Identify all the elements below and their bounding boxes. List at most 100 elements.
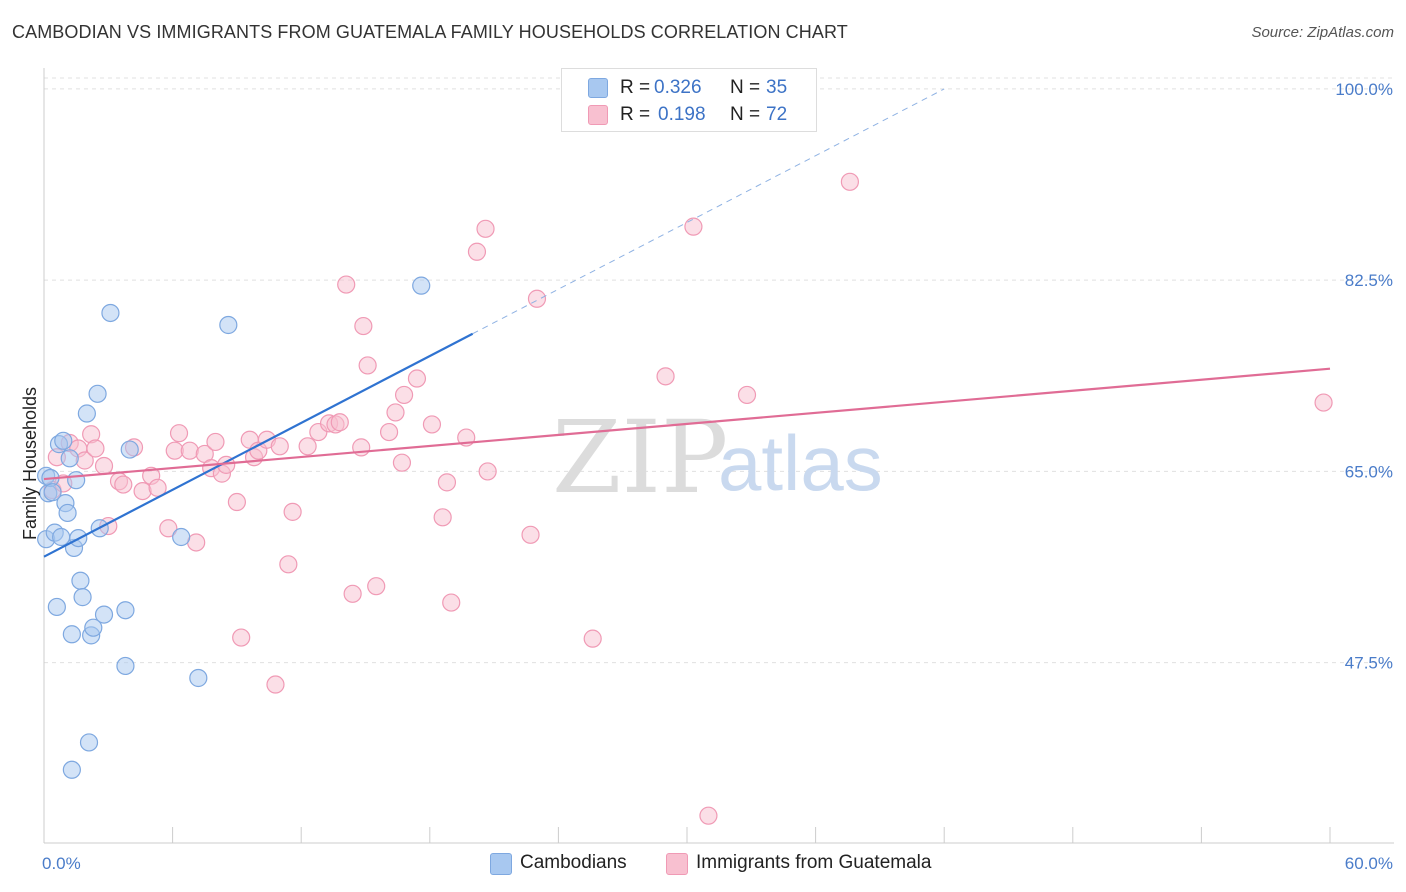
guatemala-point [298,437,317,456]
cambodian-point [84,618,103,637]
tick-labels: 47.5% 65.0% 82.5% 100.0% 0.0% 60.0% [42,80,1393,873]
cambodian-trend-extension [472,88,945,335]
guatemala-point [476,219,495,238]
guatemala-point [422,415,442,434]
guatemala-point [583,629,602,648]
guatemala-point [437,473,457,492]
guatemala-point [521,525,540,544]
x-tick-label: 60.0% [1345,854,1393,873]
cambodian-point [189,668,208,688]
cambodian-point [219,315,238,335]
legend-r-value: 0.198 [658,104,706,125]
guatemala-point [343,584,362,603]
guatemala-point [467,242,487,261]
bottom-legend-swatch-cambodians [490,853,512,875]
guatemala-point [656,367,675,386]
trend-lines [43,88,1331,558]
cambodian-point [60,449,79,468]
bottom-legend-label: Cambodians [520,852,627,873]
bottom-legend-label: Immigrants from Guatemala [696,852,932,873]
legend-n-label: N = [730,77,761,98]
stats-legend: R = 0.326 N = 35 R = 0.198 N = 72 [561,68,817,132]
guatemala-point [386,403,405,422]
cambodian-point [120,440,139,459]
guatemala-point [159,519,178,538]
cambodian-point [73,588,92,607]
cambodian-point [101,303,120,323]
source-label: Source: ZipAtlas.com [1251,24,1394,41]
cambodian-point [79,733,99,752]
y-tick-label: 82.5% [1345,271,1393,290]
cambodian-point [116,656,135,676]
x-tick-label: 0.0% [42,854,81,873]
cambodian-point [71,571,90,590]
cambodian-point [172,527,191,547]
cambodian-point [62,760,81,779]
legend-r-value: 0.326 [654,77,702,98]
cambodian-point [88,384,107,403]
cambodian-point [58,503,77,523]
legend-swatch-guatemala [588,105,608,125]
guatemala-point [699,806,718,825]
cambodian-point [412,276,431,295]
guatemala-point [527,289,547,308]
guatemala-point [337,275,356,294]
guatemala-point [114,475,133,494]
guatemala-point [394,385,414,405]
gridlines [44,77,1394,664]
cambodian-point [94,605,114,624]
guatemala-point [270,437,289,456]
guatemala-point [330,413,349,432]
guatemala-point [433,508,452,527]
guatemala-point [180,441,199,460]
watermark-zip: ZIP [552,399,728,516]
bottom-legend-swatch-guatemala [666,853,688,875]
cambodian-point [116,601,135,620]
data-points [37,172,1333,825]
y-tick-label: 47.5% [1345,654,1393,673]
legend-n-value: 72 [766,104,788,125]
legend-n-label: N = [730,104,761,125]
guatemala-point [407,369,427,388]
cambodian-trend-line [43,332,474,558]
guatemala-point [148,478,167,497]
guatemala-point [232,628,251,647]
guatemala-point [133,482,152,501]
guatemala-point [206,432,225,452]
legend-n-value: 35 [766,77,788,98]
guatemala-point [840,172,859,191]
y-tick-label: 100.0% [1335,80,1393,99]
guatemala-point [227,492,246,512]
legend-swatch-cambodians [588,78,608,98]
guatemala-point [279,555,298,574]
y-tick-label: 65.0% [1345,462,1393,481]
cambodian-point [62,625,81,644]
guatemala-point [94,456,114,476]
watermark-atlas: atlas [718,419,883,507]
guatemala-point [86,439,105,458]
guatemala-point [737,385,757,405]
guatemala-point [392,453,412,472]
cambodian-point [54,431,73,450]
guatemala-point [169,424,189,443]
guatemala-point [379,422,399,442]
cambodian-point [47,597,66,617]
guatemala-trend-line [43,367,1331,481]
legend-r-label: R = [620,77,651,98]
cambodian-point [67,471,86,490]
chart-title: CAMBODIAN VS IMMIGRANTS FROM GUATEMALA F… [12,22,848,42]
axes [43,68,1394,844]
guatemala-point [367,577,386,596]
guatemala-point [442,593,461,612]
guatemala-point [354,316,373,336]
guatemala-point [684,217,703,236]
guatemala-point [478,462,497,481]
cambodian-point [77,404,96,423]
legend-r-label: R = [620,104,651,125]
guatemala-point [283,502,302,521]
watermark: ZIP atlas [552,399,883,516]
guatemala-point [266,675,285,694]
cambodian-point [43,483,62,502]
y-axis-label: Family Households [20,387,40,540]
